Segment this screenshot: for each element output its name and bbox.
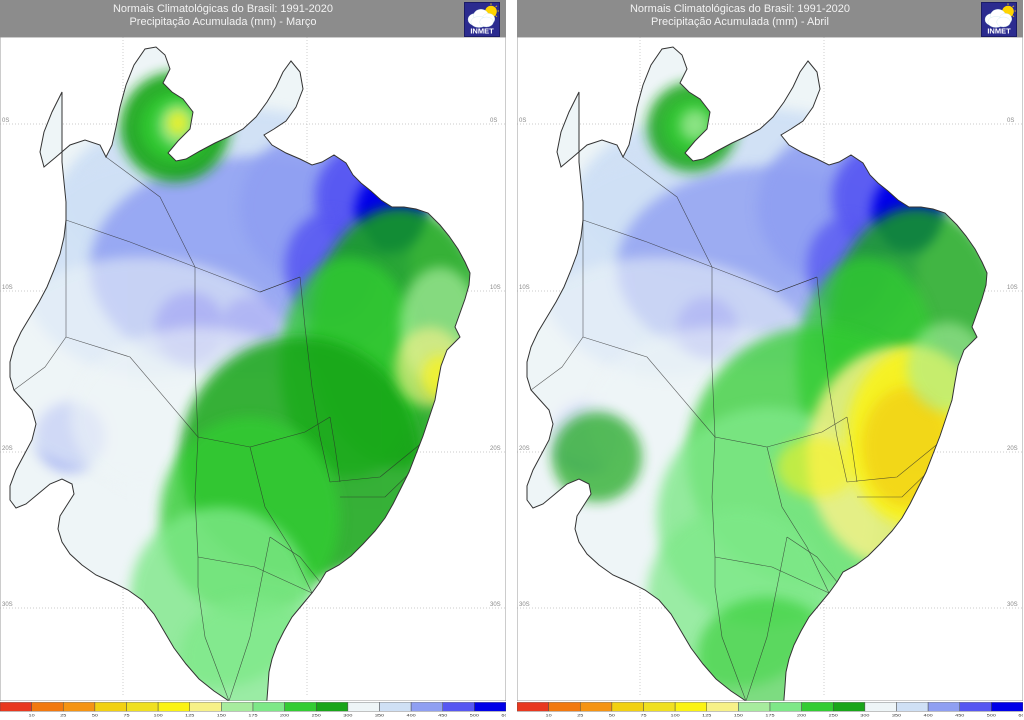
svg-text:450: 450 (955, 713, 965, 717)
svg-text:50: 50 (92, 713, 99, 717)
svg-text:500: 500 (470, 713, 480, 717)
svg-text:10S: 10S (2, 285, 13, 291)
svg-text:500: 500 (987, 713, 997, 717)
svg-text:150: 150 (217, 713, 227, 717)
svg-text:20S: 20S (2, 446, 13, 452)
svg-text:125: 125 (185, 713, 195, 717)
svg-text:25: 25 (60, 713, 67, 717)
svg-text:400: 400 (924, 713, 934, 717)
svg-text:250: 250 (829, 713, 839, 717)
svg-text:250: 250 (312, 713, 322, 717)
svg-text:350: 350 (892, 713, 902, 717)
svg-text:0S: 0S (2, 118, 9, 124)
svg-text:125: 125 (702, 713, 712, 717)
svg-text:10S: 10S (490, 285, 501, 291)
svg-text:200: 200 (797, 713, 807, 717)
svg-text:450: 450 (438, 713, 448, 717)
svg-text:100: 100 (671, 713, 681, 717)
svg-text:20S: 20S (1007, 446, 1018, 452)
svg-text:600: 600 (1018, 713, 1023, 717)
svg-text:600: 600 (501, 713, 506, 717)
svg-text:0S: 0S (519, 118, 526, 124)
svg-text:20S: 20S (519, 446, 530, 452)
svg-text:0S: 0S (1007, 118, 1014, 124)
svg-text:300: 300 (860, 713, 870, 717)
svg-text:INMET: INMET (470, 27, 494, 36)
svg-text:150: 150 (734, 713, 744, 717)
svg-text:200: 200 (280, 713, 290, 717)
svg-text:100: 100 (154, 713, 164, 717)
svg-text:350: 350 (375, 713, 385, 717)
svg-text:30S: 30S (519, 602, 530, 608)
svg-text:75: 75 (640, 713, 647, 717)
svg-text:175: 175 (248, 713, 258, 717)
svg-text:50: 50 (609, 713, 616, 717)
svg-text:INMET: INMET (987, 27, 1011, 36)
svg-text:400: 400 (407, 713, 417, 717)
svg-text:30S: 30S (1007, 602, 1018, 608)
svg-text:175: 175 (765, 713, 775, 717)
svg-text:300: 300 (343, 713, 353, 717)
svg-text:0S: 0S (490, 118, 497, 124)
svg-text:30S: 30S (490, 602, 501, 608)
svg-text:10S: 10S (1007, 285, 1018, 291)
svg-text:20S: 20S (490, 446, 501, 452)
svg-text:10: 10 (546, 713, 553, 717)
svg-text:10: 10 (29, 713, 36, 717)
svg-text:10S: 10S (519, 285, 530, 291)
svg-text:75: 75 (123, 713, 130, 717)
svg-text:25: 25 (577, 713, 584, 717)
svg-text:30S: 30S (2, 602, 13, 608)
